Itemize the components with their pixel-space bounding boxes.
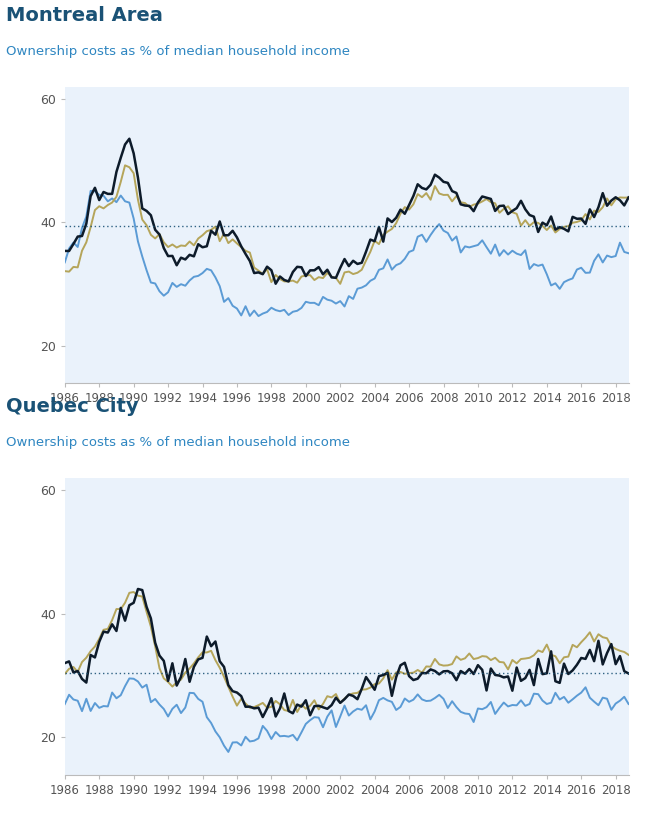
Text: Montreal Area: Montreal Area — [6, 6, 163, 25]
Text: Quebec City: Quebec City — [6, 397, 139, 416]
Text: Ownership costs as % of median household income: Ownership costs as % of median household… — [6, 436, 351, 449]
Text: Ownership costs as % of median household income: Ownership costs as % of median household… — [6, 44, 351, 58]
